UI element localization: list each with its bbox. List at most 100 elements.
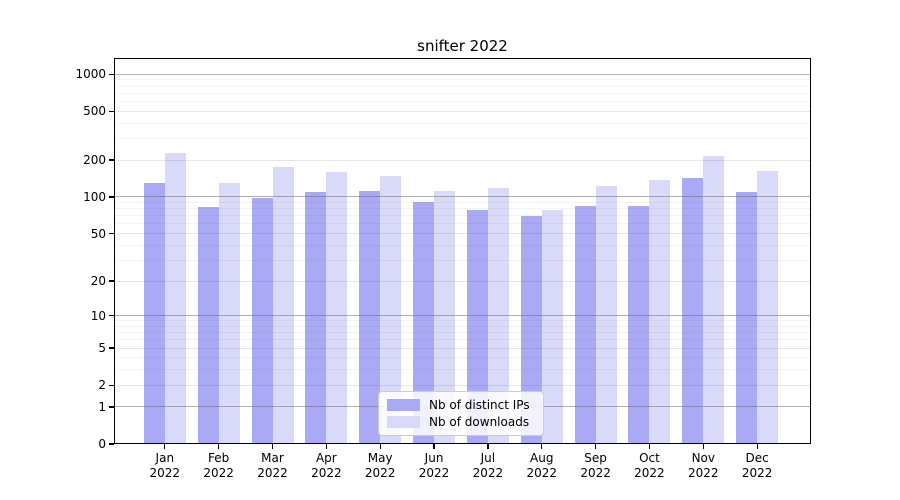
bar-distinct-ips xyxy=(197,207,219,443)
x-tick-mark xyxy=(702,444,704,449)
grid-line xyxy=(115,384,810,386)
grid-line xyxy=(115,369,810,371)
bar-downloads xyxy=(434,190,456,443)
x-tick-label: Feb 2022 xyxy=(203,451,234,480)
x-tick-label: Sep 2022 xyxy=(580,451,611,480)
bar-downloads xyxy=(272,166,294,443)
grid-line xyxy=(115,244,810,246)
x-tick-label: Oct 2022 xyxy=(634,451,665,480)
y-tick-mark xyxy=(109,406,114,408)
y-tick-label: 500 xyxy=(83,104,106,119)
grid-line xyxy=(115,92,810,94)
grid-line xyxy=(115,233,810,235)
grid-line xyxy=(115,215,810,217)
y-tick-label: 1000 xyxy=(75,67,106,82)
x-tick-label: Aug 2022 xyxy=(526,451,558,480)
bar-distinct-ips xyxy=(305,192,327,443)
y-tick-label: 50 xyxy=(90,226,106,241)
x-tick-mark xyxy=(487,444,489,449)
bar-downloads xyxy=(757,171,779,443)
y-tick-label: 200 xyxy=(83,153,106,168)
y-tick-mark xyxy=(109,232,114,235)
bar-distinct-ips xyxy=(413,201,435,443)
x-tick-label: May 2022 xyxy=(364,451,396,480)
y-tick-mark xyxy=(109,280,114,282)
bar-distinct-ips xyxy=(251,198,273,443)
bar-distinct-ips xyxy=(682,177,704,443)
x-tick-label: Nov 2022 xyxy=(688,451,719,480)
x-tick-mark xyxy=(271,444,274,449)
grid-line xyxy=(115,73,810,75)
y-tick-label: 20 xyxy=(90,274,106,289)
x-tick-mark xyxy=(541,444,543,449)
bar-downloads xyxy=(649,179,671,443)
y-tick-mark xyxy=(109,347,114,349)
x-tick-label: Apr 2022 xyxy=(311,451,342,480)
grid-line xyxy=(115,138,810,140)
y-tick-mark xyxy=(109,196,114,198)
bar-distinct-ips xyxy=(520,215,542,443)
bar-distinct-ips xyxy=(736,191,758,443)
x-tick-mark xyxy=(648,444,651,449)
grid-line xyxy=(115,79,810,81)
grid-line xyxy=(115,357,810,359)
x-tick-label: Dec 2022 xyxy=(741,451,773,480)
grid-line xyxy=(115,332,810,334)
grid-line xyxy=(115,159,810,161)
x-tick-label: Jun 2022 xyxy=(418,451,450,480)
y-tick-mark xyxy=(109,443,114,445)
bar-distinct-ips xyxy=(628,206,650,443)
chart-title: snifter 2022 xyxy=(417,37,508,55)
y-tick-mark xyxy=(109,159,114,161)
y-tick-label: 10 xyxy=(90,308,106,323)
bar-downloads xyxy=(164,152,186,443)
grid-line xyxy=(115,320,810,322)
y-tick-mark xyxy=(109,384,114,386)
bar-downloads xyxy=(218,183,240,443)
bar-downloads xyxy=(703,156,725,443)
y-tick-mark xyxy=(109,110,114,112)
x-tick-mark xyxy=(756,444,758,449)
grid-line xyxy=(115,280,810,282)
y-tick-label: 0 xyxy=(98,437,106,451)
x-tick-label: Jul 2022 xyxy=(472,451,504,480)
x-tick-mark xyxy=(164,444,166,449)
grid-line xyxy=(115,85,810,87)
x-tick-mark xyxy=(379,444,381,449)
y-tick-mark xyxy=(109,73,114,75)
bar-downloads xyxy=(595,185,617,443)
grid-line xyxy=(115,196,810,198)
legend-swatch-distinct-ips-icon xyxy=(387,399,420,411)
grid-line xyxy=(115,259,810,261)
grid-line xyxy=(115,315,810,317)
grid-line xyxy=(115,110,810,112)
bar-distinct-ips xyxy=(143,182,165,443)
legend-label-distinct-ips: Nb of distinct IPs xyxy=(429,398,530,412)
y-tick-label: 1 xyxy=(98,399,106,414)
bar-downloads xyxy=(380,175,402,443)
x-tick-mark xyxy=(218,444,220,449)
legend-swatch-downloads-icon xyxy=(387,416,420,428)
y-tick-mark xyxy=(109,314,114,317)
legend-item-distinct-ips: Nb of distinct IPs xyxy=(387,398,535,412)
grid-line xyxy=(115,208,810,210)
bar-distinct-ips xyxy=(574,206,596,443)
bar-downloads xyxy=(326,172,348,443)
grid-line xyxy=(115,347,810,349)
bar-downloads xyxy=(541,210,563,443)
legend-item-downloads: Nb of downloads xyxy=(387,415,535,429)
x-tick-mark xyxy=(325,444,327,449)
x-tick-label: Jan 2022 xyxy=(149,451,181,480)
bar-distinct-ips xyxy=(359,190,381,443)
y-tick-label: 2 xyxy=(98,378,106,393)
y-tick-label: 100 xyxy=(83,189,106,204)
y-tick-label: 5 xyxy=(98,341,106,356)
x-tick-mark xyxy=(433,444,435,449)
grid-line xyxy=(115,223,810,225)
grid-line xyxy=(115,339,810,341)
legend-label-downloads: Nb of downloads xyxy=(429,415,530,429)
legend: Nb of distinct IPs Nb of downloads xyxy=(378,391,544,436)
grid-line xyxy=(115,101,810,102)
grid-line xyxy=(115,325,810,327)
